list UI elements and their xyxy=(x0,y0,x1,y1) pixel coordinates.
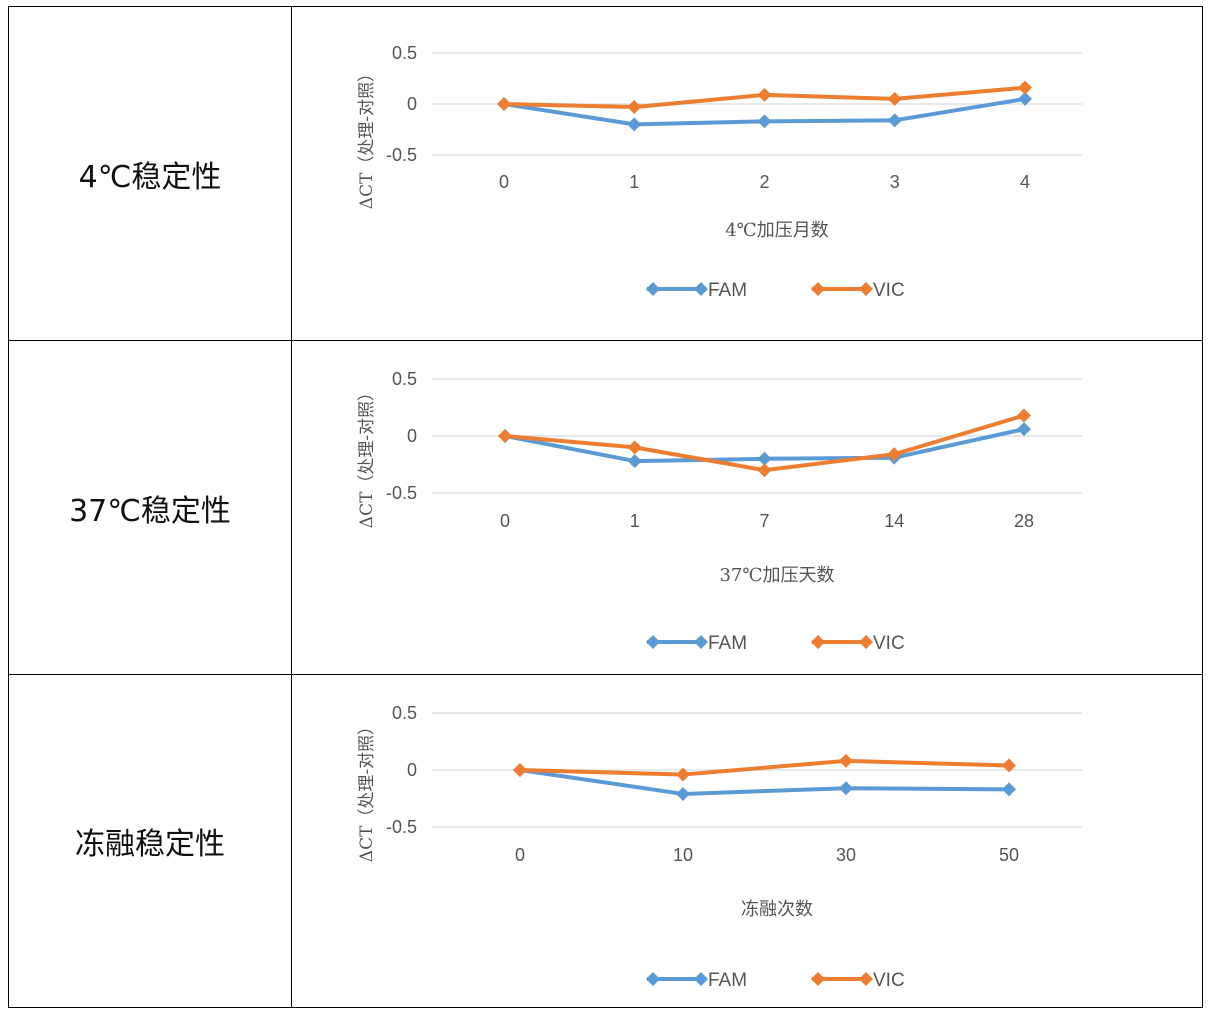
y-tick-label: -0.5 xyxy=(386,817,417,837)
legend-label: FAM xyxy=(708,280,747,301)
data-point-fam xyxy=(627,117,642,132)
data-point-vic xyxy=(497,97,511,111)
legend-swatch-marker xyxy=(859,972,873,986)
row-label-cell: 4℃稳定性 xyxy=(9,7,292,340)
x-tick-label: 3 xyxy=(890,172,900,192)
y-axis-title: ΔCT（处理-对照） xyxy=(357,718,377,862)
legend-swatch-marker xyxy=(811,282,825,296)
legend-label: FAM xyxy=(708,970,747,991)
x-tick-label: 7 xyxy=(759,511,769,531)
x-axis-title: 4℃加压月数 xyxy=(725,220,829,241)
row-label: 4℃稳定性 xyxy=(78,159,222,195)
legend-swatch-marker xyxy=(646,282,660,296)
line-chart-37c: 0.5 0 -0.5 0 1 7 14 28 ΔCT（处理-对照） 37℃加压天数 FAM VIC xyxy=(357,369,1082,654)
legend-swatch-marker xyxy=(694,282,708,296)
data-point-vic xyxy=(757,87,772,102)
y-axis-title: ΔCT（处理-对照） xyxy=(357,65,377,209)
line-chart-freeze-thaw: 0.5 0 -0.5 0 10 30 50 ΔCT（处理-对照） 冻融次数 FAM VIC xyxy=(357,703,1082,991)
line-chart-4c: 0.5 0 -0.5 0 1 2 3 4 ΔCT（处理-对照） 4℃加压月数 FAM VIC xyxy=(357,43,1082,301)
legend-swatch-marker xyxy=(646,972,660,986)
data-point-vic xyxy=(627,440,642,455)
data-point-fam xyxy=(757,451,772,466)
data-point-fam xyxy=(1018,91,1032,106)
chart-cell: 0.5 0 -0.5 0 1 2 3 4 ΔCT（处理-对照） 4℃加压月数 FAM VIC xyxy=(292,7,1202,340)
y-tick-label: 0.5 xyxy=(392,369,417,389)
x-tick-label: 30 xyxy=(836,845,856,865)
legend-swatch-marker xyxy=(646,635,660,649)
x-tick-label: 4 xyxy=(1020,172,1030,192)
y-tick-label: 0.5 xyxy=(392,703,417,723)
data-point-vic xyxy=(498,429,512,443)
x-tick-label: 1 xyxy=(629,172,639,192)
y-tick-label: 0 xyxy=(407,760,417,780)
table-row: 冻融稳定性 0.5 0 -0.5 0 10 30 50 ΔCT（处理-对照） 冻融次数 FAM VI… xyxy=(9,675,1202,1007)
legend-swatch-marker xyxy=(811,972,825,986)
y-tick-label: 0.5 xyxy=(392,43,417,63)
table-row: 37℃稳定性 0.5 0 -0.5 0 1 7 14 28 ΔCT（处理-对照） 37℃加压天数 F… xyxy=(9,341,1202,675)
legend-swatch-marker xyxy=(694,635,708,649)
series-line-vic xyxy=(519,758,1010,777)
legend-swatch-marker xyxy=(859,635,873,649)
x-tick-label: 0 xyxy=(500,511,510,531)
chart-cell: 0.5 0 -0.5 0 10 30 50 ΔCT（处理-对照） 冻融次数 FAM VIC xyxy=(292,675,1202,1007)
data-point-vic xyxy=(1002,758,1016,773)
x-axis-title: 冻融次数 xyxy=(741,899,813,920)
x-tick-label: 2 xyxy=(759,172,769,192)
legend-label: VIC xyxy=(873,280,905,301)
data-point-vic xyxy=(757,463,772,478)
x-tick-label: 0 xyxy=(515,845,525,865)
data-point-fam xyxy=(1017,422,1031,437)
x-tick-label: 10 xyxy=(673,845,693,865)
x-axis-title: 37℃加压天数 xyxy=(719,565,834,586)
data-point-vic xyxy=(1017,408,1031,423)
x-tick-label: 0 xyxy=(499,172,509,192)
data-point-vic xyxy=(513,763,527,777)
x-tick-label: 28 xyxy=(1014,511,1034,531)
data-point-vic xyxy=(676,767,690,782)
row-label-cell: 冻融稳定性 xyxy=(9,675,292,1007)
data-point-vic xyxy=(1018,80,1032,95)
row-label-cell: 37℃稳定性 xyxy=(9,341,292,674)
legend-swatch-marker xyxy=(811,635,825,649)
legend-label: FAM xyxy=(708,633,747,654)
y-axis-title: ΔCT（处理-对照） xyxy=(357,384,377,528)
legend-swatch-marker xyxy=(859,282,873,296)
data-point-fam xyxy=(839,781,853,796)
row-label: 冻融稳定性 xyxy=(75,827,225,862)
x-tick-label: 14 xyxy=(884,511,904,531)
data-point-vic xyxy=(627,100,642,115)
table-row: 4℃稳定性 0.5 0 -0.5 0 1 2 3 4 ΔCT（处理-对照） 4℃加压月数 FAM VI… xyxy=(9,7,1202,341)
y-tick-label: -0.5 xyxy=(386,483,417,503)
series-line-fam xyxy=(519,768,1010,796)
x-tick-label: 1 xyxy=(630,511,640,531)
stability-table: 4℃稳定性 0.5 0 -0.5 0 1 2 3 4 ΔCT（处理-对照） 4℃加压月数 FAM VI… xyxy=(8,6,1203,1008)
data-point-fam xyxy=(676,786,690,801)
data-point-vic xyxy=(887,447,902,462)
data-point-vic xyxy=(887,91,902,106)
data-point-fam xyxy=(757,114,772,129)
legend-label: VIC xyxy=(873,970,905,991)
data-point-vic xyxy=(839,753,853,768)
y-tick-label: 0 xyxy=(407,426,417,446)
x-tick-label: 50 xyxy=(999,845,1019,865)
y-tick-label: 0 xyxy=(407,94,417,114)
data-point-fam xyxy=(627,454,642,469)
legend-label: VIC xyxy=(873,633,905,654)
data-point-fam xyxy=(1002,782,1016,797)
chart-cell: 0.5 0 -0.5 0 1 7 14 28 ΔCT（处理-对照） 37℃加压天数 FAM VIC xyxy=(292,341,1202,674)
data-point-fam xyxy=(887,113,902,128)
y-tick-label: -0.5 xyxy=(386,145,417,165)
row-label: 37℃稳定性 xyxy=(69,493,231,529)
legend-swatch-marker xyxy=(694,972,708,986)
